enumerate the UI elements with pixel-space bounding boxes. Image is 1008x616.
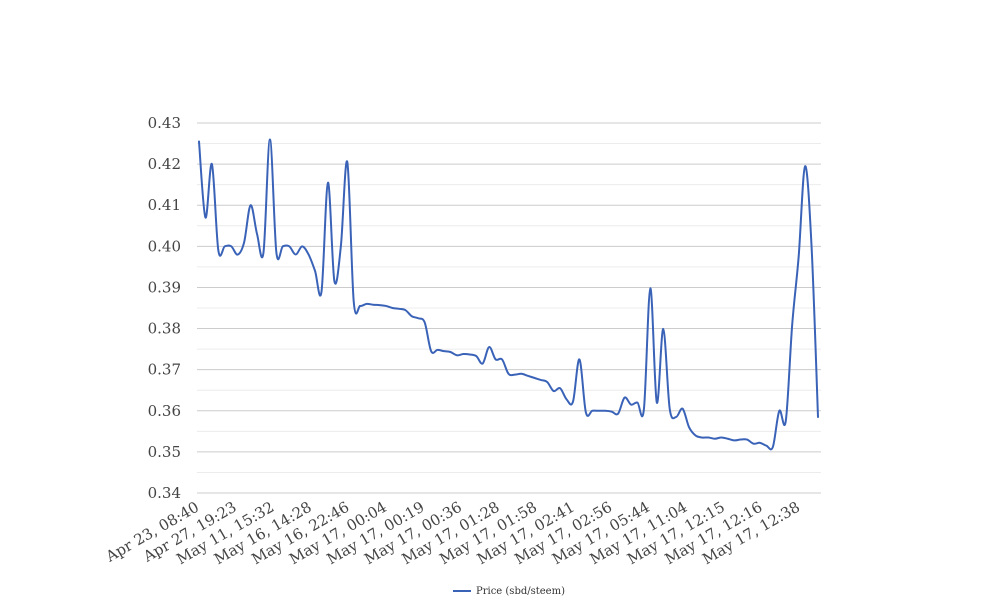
y-tick-label: 0.38	[148, 320, 181, 338]
y-tick-label: 0.43	[148, 114, 181, 132]
y-axis-tick-labels: 0.34 0.35 0.36 0.37 0.38 0.39 0.40 0.41 0.42 0.43	[148, 114, 181, 502]
gridlines	[197, 122, 821, 494]
y-tick-label: 0.34	[148, 484, 181, 502]
series-line-price	[198, 138, 819, 451]
y-tick-label: 0.42	[148, 155, 181, 173]
y-tick-label: 0.35	[148, 443, 181, 461]
y-tick-label: 0.40	[148, 237, 181, 255]
y-tick-label: 0.36	[148, 402, 181, 420]
y-tick-label: 0.37	[148, 361, 181, 379]
y-tick-label: 0.41	[148, 196, 181, 214]
legend-label: Price (sbd/steem)	[476, 586, 565, 597]
y-tick-label: 0.39	[148, 278, 181, 296]
legend: Price (sbd/steem)	[453, 586, 565, 597]
